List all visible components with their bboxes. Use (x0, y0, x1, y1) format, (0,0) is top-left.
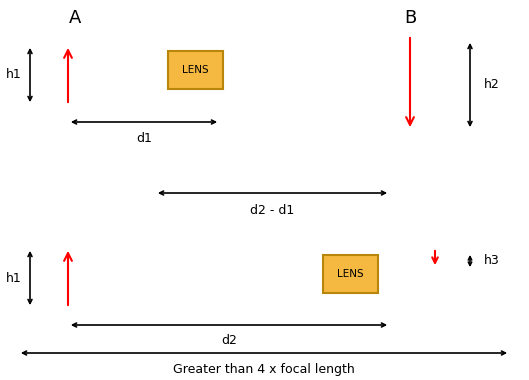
Text: h3: h3 (484, 255, 500, 268)
Text: B: B (404, 9, 416, 27)
Text: h1: h1 (6, 271, 22, 285)
Text: d2 - d1: d2 - d1 (250, 204, 294, 217)
Bar (168, 51, 223, 89)
Text: h2: h2 (484, 79, 500, 92)
Text: d1: d1 (136, 131, 152, 144)
Text: Greater than 4 x focal length: Greater than 4 x focal length (173, 363, 355, 375)
Text: LENS: LENS (181, 65, 208, 75)
Bar (323, 255, 378, 293)
Text: h1: h1 (6, 68, 22, 81)
Text: LENS: LENS (336, 269, 363, 279)
Text: d2: d2 (221, 334, 237, 347)
Text: A: A (69, 9, 81, 27)
